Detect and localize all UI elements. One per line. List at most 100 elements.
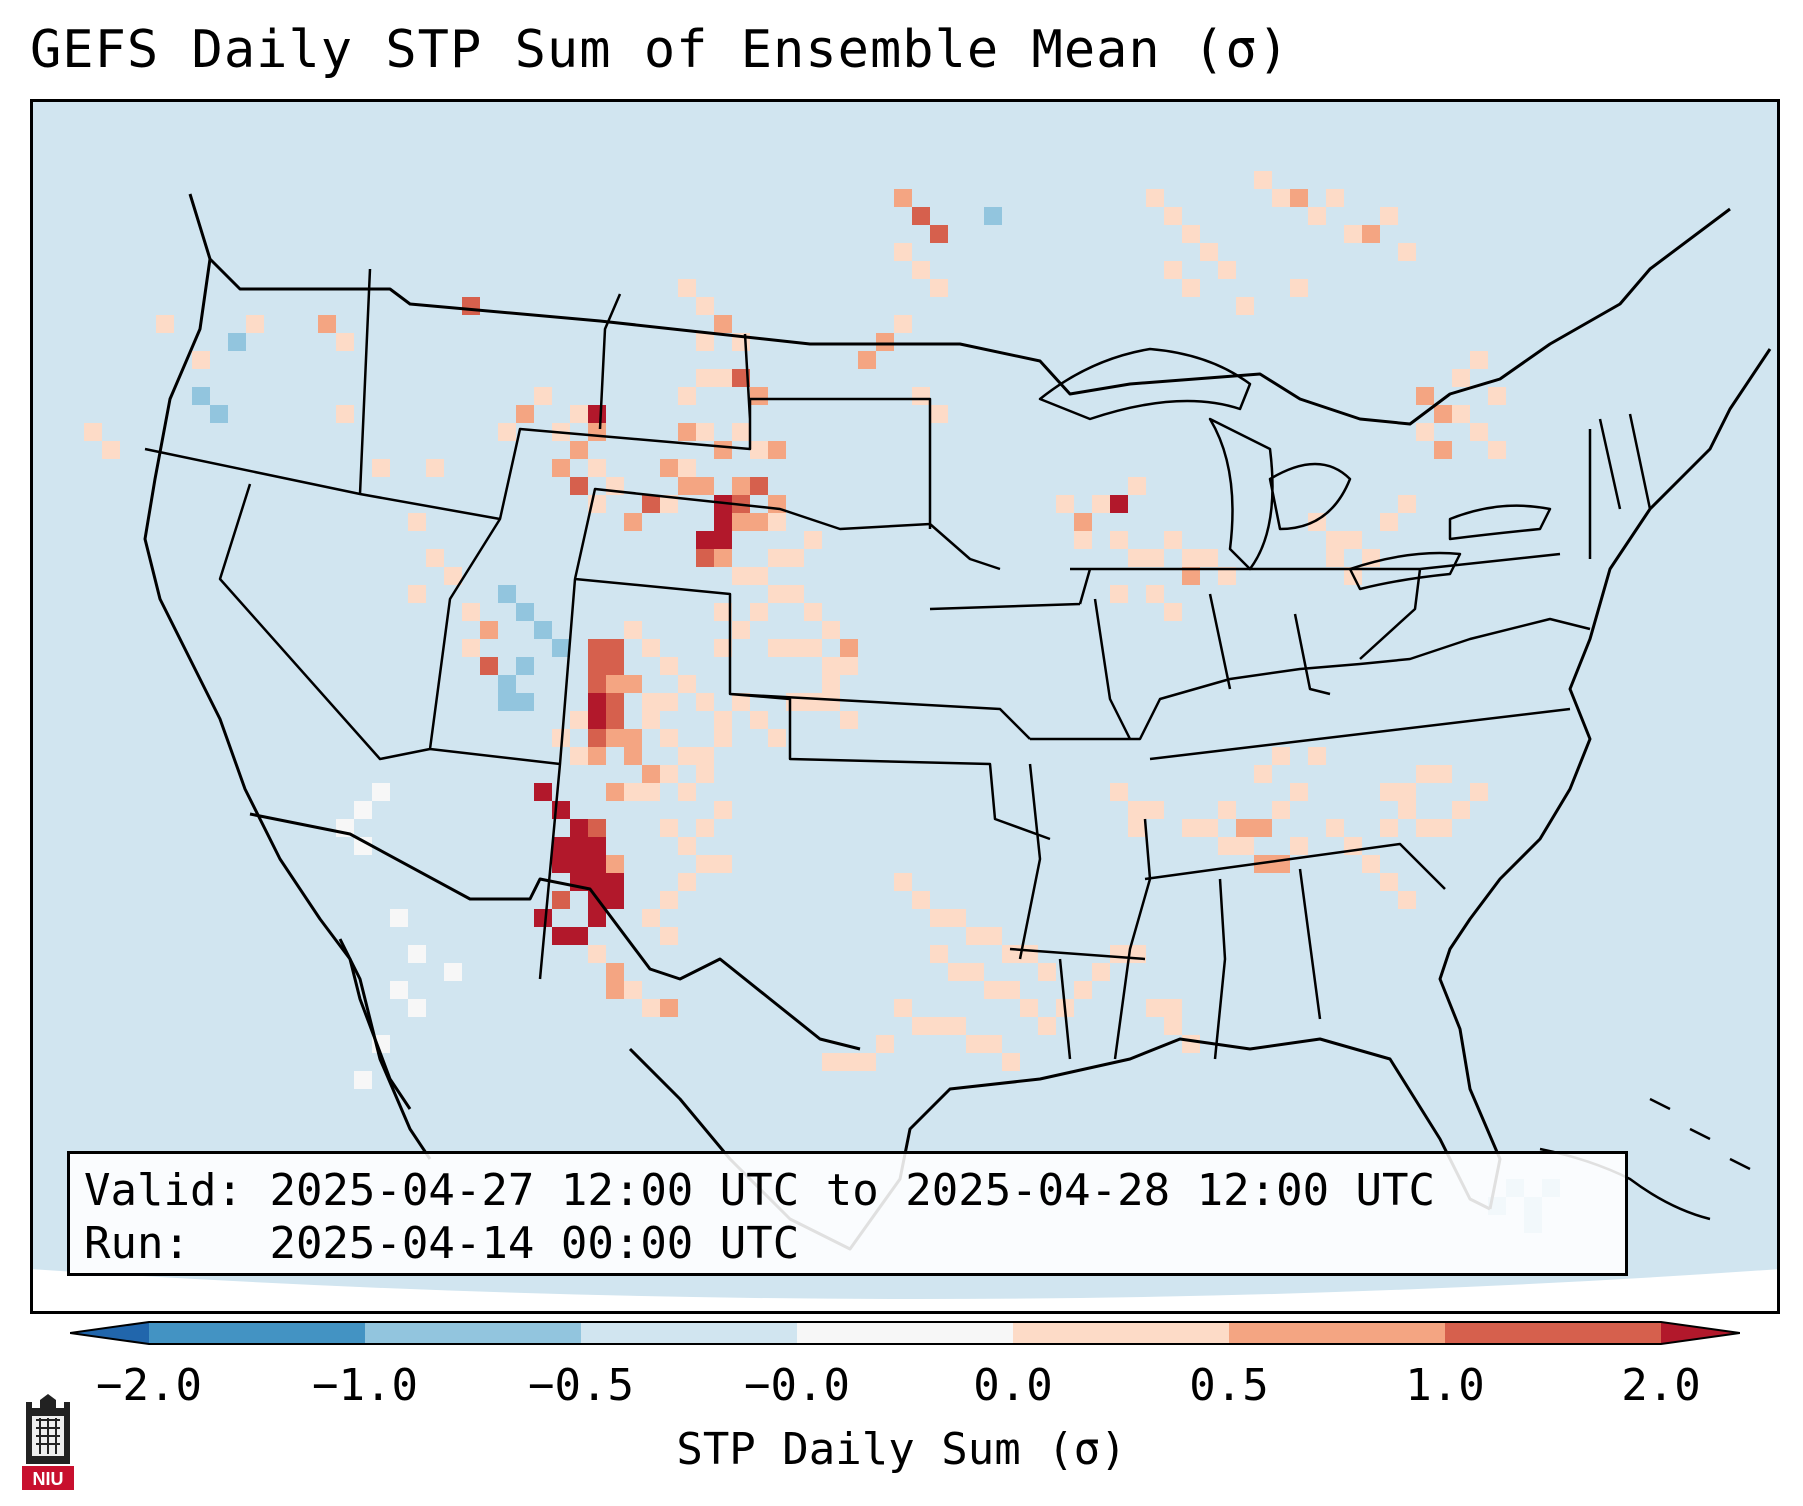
stp-cell <box>678 459 696 477</box>
stp-cell <box>1074 981 1092 999</box>
stp-cell <box>210 405 228 423</box>
stp-cell <box>1272 747 1290 765</box>
stp-cell <box>930 279 948 297</box>
stp-cell <box>534 387 552 405</box>
pacific-coast <box>143 258 412 1110</box>
stp-map <box>30 99 1780 1314</box>
stp-cell <box>912 387 930 405</box>
stp-cell <box>750 603 768 621</box>
stp-cell <box>1380 819 1398 837</box>
colorbar-segment <box>581 1322 798 1344</box>
stp-cell <box>678 747 696 765</box>
stp-cell <box>534 783 552 801</box>
stp-cell <box>498 423 516 441</box>
stp-cell <box>1434 819 1452 837</box>
stp-cell <box>588 837 606 855</box>
stp-cell <box>1218 801 1236 819</box>
stp-cell <box>660 765 678 783</box>
stp-cell <box>624 729 642 747</box>
stp-cell <box>606 675 624 693</box>
stp-cell <box>1218 837 1236 855</box>
stp-cell <box>408 585 426 603</box>
stp-cell <box>606 963 624 981</box>
stp-cell <box>1164 1017 1182 1035</box>
stp-cell <box>1038 1017 1056 1035</box>
stp-cell <box>678 477 696 495</box>
state-lines <box>144 268 1652 1060</box>
stp-cell <box>606 729 624 747</box>
stp-cell <box>912 891 930 909</box>
stp-cell <box>948 963 966 981</box>
stp-cell <box>786 693 804 711</box>
stp-cell <box>1452 369 1470 387</box>
stp-cell <box>336 405 354 423</box>
stp-cell <box>822 621 840 639</box>
niu-logo-text: NIU <box>33 1469 64 1489</box>
stp-cell <box>1128 477 1146 495</box>
colorbar-segment <box>149 1322 366 1344</box>
stp-cell <box>462 297 480 315</box>
stp-cell <box>696 333 714 351</box>
stp-cell <box>1326 549 1344 567</box>
baja-coast <box>338 938 432 1160</box>
stp-cell <box>354 1071 372 1089</box>
stp-cell <box>966 927 984 945</box>
colorbar-segment <box>797 1322 1014 1344</box>
stp-cell <box>1398 243 1416 261</box>
stp-cell <box>1236 837 1254 855</box>
stp-cell <box>624 747 642 765</box>
valid-run-info-box: Valid: 2025-04-27 12:00 UTC to 2025-04-2… <box>67 1151 1628 1276</box>
stp-cell <box>336 333 354 351</box>
stp-cell <box>732 423 750 441</box>
stp-cell <box>804 531 822 549</box>
stp-cell <box>102 441 120 459</box>
stp-cell <box>678 873 696 891</box>
stp-cell <box>606 783 624 801</box>
stp-cell <box>714 315 732 333</box>
stp-cell <box>696 747 714 765</box>
stp-cell <box>192 351 210 369</box>
stp-cell <box>696 819 714 837</box>
stp-cell <box>444 963 462 981</box>
stp-cell <box>1038 963 1056 981</box>
stp-cell <box>1488 441 1506 459</box>
stp-cell <box>516 405 534 423</box>
stp-cell <box>1002 945 1020 963</box>
colorbar-tick: −1.0 <box>312 1360 418 1411</box>
stp-cell <box>1470 351 1488 369</box>
stp-cell <box>912 1017 930 1035</box>
stp-cell <box>966 963 984 981</box>
stp-cell <box>624 675 642 693</box>
stp-cell <box>660 891 678 909</box>
map-panel <box>30 99 1780 1314</box>
stp-cell <box>1182 1035 1200 1053</box>
stp-cell <box>444 567 462 585</box>
stp-cell <box>678 279 696 297</box>
stp-cell <box>480 657 498 675</box>
stp-cell <box>732 369 750 387</box>
stp-cell <box>858 1053 876 1071</box>
stp-cell <box>354 837 372 855</box>
stp-cell <box>1254 819 1272 837</box>
stp-cell <box>1398 495 1416 513</box>
us-canada-border <box>188 193 1731 426</box>
stp-cell <box>642 909 660 927</box>
stp-cell <box>894 873 912 891</box>
colorbar <box>69 1318 1741 1348</box>
stp-cell <box>570 405 588 423</box>
stp-cell <box>1416 765 1434 783</box>
stp-cell <box>642 693 660 711</box>
stp-cell <box>822 1053 840 1071</box>
stp-cell <box>480 621 498 639</box>
stp-cell <box>1416 387 1434 405</box>
stp-cell <box>1416 423 1434 441</box>
stp-cell <box>696 531 714 549</box>
stp-cell <box>354 801 372 819</box>
stp-cell <box>642 711 660 729</box>
stp-cell <box>876 1035 894 1053</box>
stp-cell <box>516 603 534 621</box>
stp-cell <box>588 819 606 837</box>
stp-cell <box>984 207 1002 225</box>
stp-cell <box>1290 189 1308 207</box>
caribbean-islands <box>1539 1097 1751 1221</box>
